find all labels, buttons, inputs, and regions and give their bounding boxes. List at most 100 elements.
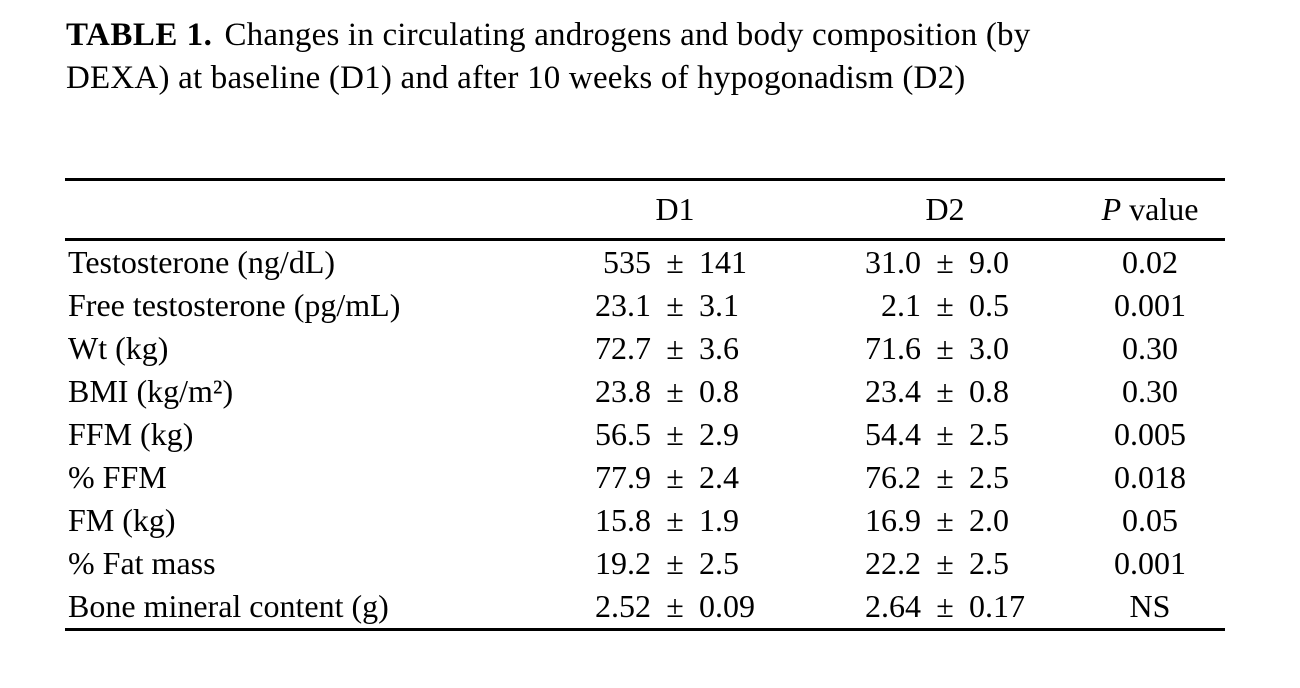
d1-mean: 72.7: [595, 330, 651, 366]
d2-mean: 71.6: [865, 330, 921, 366]
d1-mean: 535: [603, 244, 651, 280]
d1-sd: 0.09: [699, 588, 755, 624]
col-header-p-rest: value: [1121, 191, 1199, 227]
table-row: Testosterone (ng/dL) 535 ±141 31.0 ±9.0 0.…: [65, 241, 1225, 284]
plus-minus-sign: ±: [936, 502, 954, 538]
d2-mean: 54.4: [865, 416, 921, 452]
table-row: FFM (kg) 56.5 ±2.9 54.4 ±2.5 0.005: [65, 413, 1225, 456]
d2-value: 76.2 ±2.5: [815, 459, 1075, 496]
table-header-row: D1 D2 P value: [65, 181, 1225, 238]
d2-sd: 2.5: [969, 545, 1009, 581]
plus-minus-sign: ±: [936, 287, 954, 323]
d2-value: 71.6 ±3.0: [815, 330, 1075, 367]
table-caption-label: TABLE 1.: [66, 17, 213, 53]
plus-minus-sign: ±: [936, 459, 954, 495]
table-row: % Fat mass 19.2 ±2.5 22.2 ±2.5 0.001: [65, 542, 1225, 585]
plus-minus-sign: ±: [666, 545, 684, 581]
col-header-d2: D2: [925, 191, 965, 227]
table-body: Testosterone (ng/dL) 535 ±141 31.0 ±9.0 0.…: [65, 241, 1225, 628]
d1-sd: 2.9: [699, 416, 739, 452]
d2-sd: 9.0: [969, 244, 1009, 280]
d1-value: 19.2 ±2.5: [535, 545, 815, 582]
table-row: Free testosterone (pg/mL) 23.1 ±3.1 2.1 ±0…: [65, 284, 1225, 327]
d1-sd: 0.8: [699, 373, 739, 409]
row-label: % Fat mass: [68, 545, 216, 581]
table-row: Bone mineral content (g) 2.52 ±0.09 2.64 ±…: [65, 585, 1225, 628]
table-caption-text: Changes in circulating androgens and bod…: [66, 17, 1031, 96]
d2-mean: 2.1: [881, 287, 921, 323]
plus-minus-sign: ±: [666, 330, 684, 366]
d2-value: 16.9 ±2.0: [815, 502, 1075, 539]
d2-sd: 2.5: [969, 459, 1009, 495]
d1-value: 77.9 ±2.4: [535, 459, 815, 496]
plus-minus-sign: ±: [936, 244, 954, 280]
d1-value: 15.8 ±1.9: [535, 502, 815, 539]
table-top-rule: [65, 178, 1225, 181]
table-header-rule: [65, 238, 1225, 241]
row-label: Testosterone (ng/dL): [68, 244, 336, 280]
d2-sd: 2.0: [969, 502, 1009, 538]
plus-minus-sign: ±: [666, 244, 684, 280]
d1-mean: 19.2: [595, 545, 651, 581]
table-row: Wt (kg) 72.7 ±3.6 71.6 ±3.0 0.30: [65, 327, 1225, 370]
p-value: 0.018: [1114, 459, 1186, 495]
d2-value: 2.64 ±0.17: [815, 588, 1075, 625]
data-table: D1 D2 P value Testosterone (ng/dL) 535 ±1…: [65, 178, 1225, 631]
p-value: 0.05: [1122, 502, 1178, 538]
plus-minus-sign: ±: [936, 545, 954, 581]
d2-value: 31.0 ±9.0: [815, 244, 1075, 281]
plus-minus-sign: ±: [936, 588, 954, 624]
d2-mean: 76.2: [865, 459, 921, 495]
d1-mean: 56.5: [595, 416, 651, 452]
p-value: 0.02: [1122, 244, 1178, 280]
d2-sd: 2.5: [969, 416, 1009, 452]
d2-mean: 31.0: [865, 244, 921, 280]
table-row: FM (kg) 15.8 ±1.9 16.9 ±2.0 0.05: [65, 499, 1225, 542]
d2-value: 22.2 ±2.5: [815, 545, 1075, 582]
d2-sd: 3.0: [969, 330, 1009, 366]
table-row: BMI (kg/m²) 23.8 ±0.8 23.4 ±0.8 0.30: [65, 370, 1225, 413]
d1-mean: 15.8: [595, 502, 651, 538]
p-value: 0.005: [1114, 416, 1186, 452]
d1-value: 535 ±141: [535, 244, 815, 281]
p-value: 0.30: [1122, 373, 1178, 409]
d1-sd: 3.6: [699, 330, 739, 366]
d1-value: 23.1 ±3.1: [535, 287, 815, 324]
plus-minus-sign: ±: [666, 287, 684, 323]
table-bottom-rule: [65, 628, 1225, 631]
d1-value: 2.52 ±0.09: [535, 588, 815, 625]
col-header-d1: D1: [655, 191, 695, 227]
d2-sd: 0.8: [969, 373, 1009, 409]
d1-mean: 77.9: [595, 459, 651, 495]
d1-mean: 23.8: [595, 373, 651, 409]
row-label: FM (kg): [68, 502, 176, 538]
d2-mean: 22.2: [865, 545, 921, 581]
plus-minus-sign: ±: [666, 502, 684, 538]
plus-minus-sign: ±: [666, 459, 684, 495]
d1-mean: 23.1: [595, 287, 651, 323]
d2-value: 54.4 ±2.5: [815, 416, 1075, 453]
d1-value: 72.7 ±3.6: [535, 330, 815, 367]
d2-mean: 2.64: [865, 588, 921, 624]
plus-minus-sign: ±: [936, 330, 954, 366]
row-label: Free testosterone (pg/mL): [68, 287, 401, 323]
table-row: % FFM 77.9 ±2.4 76.2 ±2.5 0.018: [65, 456, 1225, 499]
d1-value: 23.8 ±0.8: [535, 373, 815, 410]
plus-minus-sign: ±: [936, 416, 954, 452]
d1-sd: 2.5: [699, 545, 739, 581]
plus-minus-sign: ±: [666, 588, 684, 624]
row-label: Bone mineral content (g): [68, 588, 389, 624]
table-caption: TABLE 1. Changes in circulating androgens…: [66, 14, 1046, 100]
d1-mean: 2.52: [595, 588, 651, 624]
p-value: 0.001: [1114, 545, 1186, 581]
row-label: Wt (kg): [68, 330, 169, 366]
plus-minus-sign: ±: [666, 416, 684, 452]
p-value: 0.001: [1114, 287, 1186, 323]
row-label: FFM (kg): [68, 416, 194, 452]
d2-mean: 16.9: [865, 502, 921, 538]
d1-sd: 1.9: [699, 502, 739, 538]
p-value: 0.30: [1122, 330, 1178, 366]
col-header-p-value: P value: [1075, 191, 1225, 228]
d2-mean: 23.4: [865, 373, 921, 409]
